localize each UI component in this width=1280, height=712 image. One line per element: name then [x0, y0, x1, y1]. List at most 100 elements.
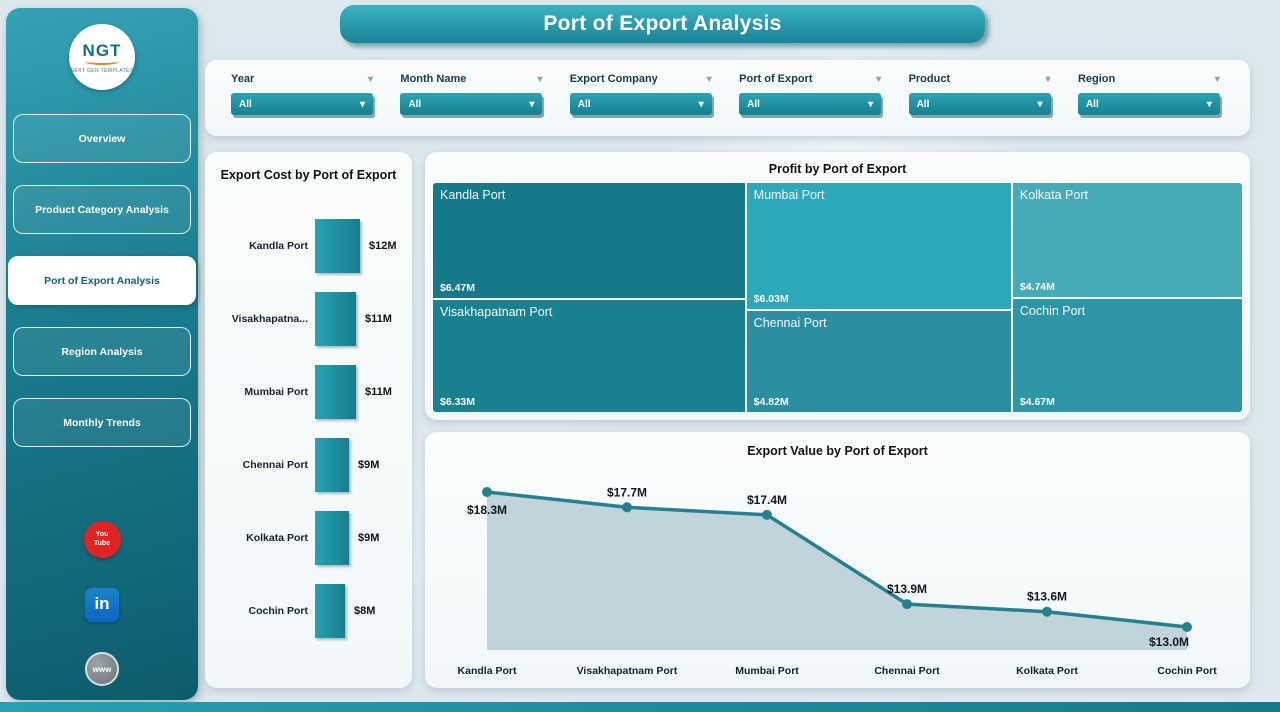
sidebar-item-overview[interactable]: Overview — [13, 114, 191, 163]
filter-product: Product All — [908, 73, 1059, 136]
line-chart-svg: $18.3M $17.7M $17.4M $13.9M $13.6M $13.0M — [467, 485, 1192, 650]
ngt-logo: NGT NEXT GEN TEMPLATES — [69, 24, 135, 90]
chevron-down-icon[interactable] — [707, 74, 712, 85]
chevron-down-icon[interactable] — [1046, 74, 1051, 85]
filter-bar: Year All Month Name All Export Company A… — [205, 60, 1250, 136]
chevron-down-icon — [1207, 99, 1212, 110]
website-globe-icon[interactable]: www — [85, 652, 119, 686]
treemap-cell-kolkata[interactable]: Kolkata Port $4.74M — [1012, 183, 1242, 298]
cell-name: Cochin Port — [1019, 304, 1086, 319]
chevron-down-icon — [529, 99, 534, 110]
filter-month-name: Month Name All — [400, 73, 550, 136]
linkedin-icon[interactable]: in — [85, 588, 119, 622]
point-value-label: $17.7M — [607, 485, 647, 499]
page-title: Port of Export Analysis — [340, 5, 985, 43]
bar-value-label: $11M — [365, 313, 392, 325]
filter-label: Port of Export — [739, 73, 813, 85]
x-axis-label: Visakhapatnam Port — [576, 665, 678, 677]
chart-title: Export Value by Port of Export — [747, 444, 928, 458]
bar-value-label: $11M — [365, 386, 392, 398]
sidebar-item-monthly-trends[interactable]: Monthly Trends — [13, 398, 191, 447]
export-value-chart: Export Value by Port of Export $18.3M $17… — [425, 432, 1250, 688]
point-value-label: $13.6M — [1027, 590, 1067, 604]
chevron-down-icon[interactable] — [368, 74, 373, 85]
bar-category-label: Kandla Port — [249, 240, 308, 252]
cell-name: Kandla Port — [440, 188, 506, 202]
bar-row[interactable]: Cochin Port $8M — [213, 584, 404, 638]
x-axis-label: Kandla Port — [457, 665, 517, 677]
bar-row[interactable]: Chennai Port $9M — [213, 438, 404, 492]
data-point[interactable] — [902, 599, 912, 610]
treemap-cell-kandla[interactable]: Kandla Port $6.47M — [433, 183, 745, 298]
month-name-dropdown[interactable]: All — [400, 93, 543, 115]
footer-strip — [0, 702, 1280, 712]
point-value-label: $17.4M — [747, 493, 787, 507]
bar-row[interactable]: Kolkata Port $9M — [213, 511, 404, 565]
chart-title: Profit by Port of Export — [768, 162, 907, 176]
filter-label: Export Company — [569, 73, 658, 85]
product-dropdown[interactable]: All — [908, 93, 1051, 115]
data-point[interactable] — [622, 502, 632, 513]
bar[interactable] — [315, 511, 349, 565]
cell-value: $6.33M — [440, 396, 476, 408]
data-point[interactable] — [1182, 622, 1192, 632]
bar-row[interactable]: Kandla Port $12M — [213, 219, 404, 273]
chevron-down-icon — [699, 99, 704, 110]
x-axis-label: Cochin Port — [1157, 665, 1217, 677]
sidebar-item-region-analysis[interactable]: Region Analysis — [13, 327, 191, 376]
region-dropdown[interactable]: All — [1077, 93, 1220, 115]
bar[interactable] — [315, 219, 360, 273]
sidebar: NGT NEXT GEN TEMPLATES Overview Product … — [6, 8, 198, 700]
data-point[interactable] — [762, 509, 772, 520]
filter-export-company: Export Company All — [569, 73, 720, 136]
filter-label: Region — [1077, 73, 1116, 85]
sidebar-item-port-of-export-analysis[interactable]: Port of Export Analysis — [8, 256, 196, 305]
chevron-down-icon[interactable] — [876, 74, 881, 85]
chart-title: Export Cost by Port of Export — [220, 168, 397, 182]
youtube-icon-text: You Tube — [93, 531, 111, 547]
port-of-export-dropdown[interactable]: All — [739, 93, 882, 115]
filter-label: Product — [908, 73, 951, 85]
export-company-dropdown[interactable]: All — [569, 93, 712, 115]
x-axis-label: Chennai Port — [874, 665, 940, 677]
data-point[interactable] — [1042, 606, 1052, 617]
dropdown-value: All — [239, 98, 252, 110]
bar-category-label: Cochin Port — [248, 605, 309, 617]
trend-line — [485, 490, 1189, 629]
bar-value-label: $12M — [369, 240, 397, 252]
bar-value-label: $9M — [358, 532, 380, 544]
cell-name: Chennai Port — [753, 316, 827, 331]
dropdown-value: All — [408, 98, 422, 110]
filter-year: Year All — [231, 73, 381, 136]
bar[interactable] — [315, 292, 356, 346]
chevron-down-icon[interactable] — [537, 74, 542, 85]
treemap-cell-mumbai[interactable]: Mumbai Port $6.03M — [746, 183, 1011, 310]
x-axis: Kandla Port Visakhapatnam Port Mumbai Port… — [433, 665, 1242, 683]
dropdown-value: All — [916, 98, 930, 110]
bar[interactable] — [315, 584, 345, 638]
bar-chart: Kandla Port $12M Visakhapatna... $11M Mu… — [213, 219, 404, 638]
bar[interactable] — [315, 438, 349, 492]
data-point[interactable] — [482, 487, 492, 497]
dropdown-value: All — [1085, 98, 1099, 110]
youtube-icon[interactable]: You Tube — [83, 521, 121, 558]
sidebar-item-product-category-analysis[interactable]: Product Category Analysis — [13, 185, 191, 234]
treemap-cell-cochin[interactable]: Cochin Port $4.67M — [1012, 299, 1242, 412]
bar[interactable] — [315, 365, 356, 419]
area-fill — [487, 492, 1187, 650]
bar-row[interactable]: Mumbai Port $11M — [213, 365, 404, 419]
cell-name: Visakhapatnam Port — [440, 304, 553, 319]
treemap: Kandla Port $6.47M Visakhapatnam Port $6… — [433, 183, 1242, 412]
chevron-down-icon[interactable] — [1215, 74, 1220, 85]
year-dropdown[interactable]: All — [231, 93, 373, 115]
treemap-cell-visakhapatnam[interactable]: Visakhapatnam Port $6.33M — [433, 299, 745, 412]
treemap-cell-chennai[interactable]: Chennai Port $4.82M — [746, 311, 1011, 412]
bar-row[interactable]: Visakhapatna... $11M — [213, 292, 404, 346]
chevron-down-icon — [1038, 99, 1043, 110]
dropdown-value: All — [747, 98, 760, 110]
line-chart: $18.3M $17.7M $17.4M $13.9M $13.6M $13.0M Kan… — [433, 460, 1242, 683]
filter-label: Year — [231, 73, 255, 85]
x-axis-label: Mumbai Port — [735, 665, 799, 677]
treemap-column: Kandla Port $6.47M Visakhapatnam Port $6… — [433, 183, 745, 412]
cell-value: $4.74M — [1019, 281, 1055, 294]
